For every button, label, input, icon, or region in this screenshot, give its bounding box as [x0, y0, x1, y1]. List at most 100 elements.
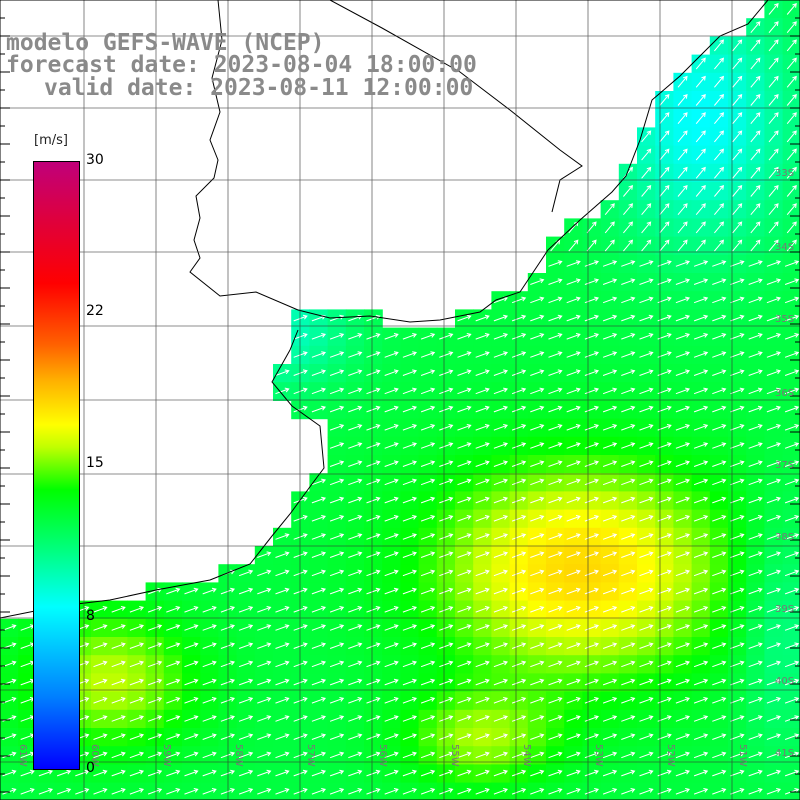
wind-arrow	[238, 751, 254, 759]
wind-arrow	[748, 369, 763, 376]
wind-arrow	[311, 606, 327, 613]
wind-arrow	[420, 333, 436, 340]
wind-arrow	[602, 369, 618, 376]
wind-arrow	[566, 533, 581, 540]
wind-arrow	[348, 642, 363, 649]
wind-arrow	[384, 788, 399, 795]
wind-arrow	[584, 515, 600, 522]
wind-arrow	[184, 788, 199, 795]
wind-arrow	[602, 260, 618, 267]
wind-arrow	[766, 660, 782, 668]
wind-arrow	[568, 239, 579, 252]
wind-arrow	[493, 660, 509, 668]
wind-arrow	[675, 624, 691, 631]
wind-arrow	[677, 239, 688, 252]
wind-arrow	[439, 551, 454, 558]
wind-arrow	[384, 387, 399, 395]
wind-arrow	[475, 478, 490, 486]
wind-arrow	[493, 788, 509, 795]
wind-arrow	[730, 424, 745, 431]
wind-arrow	[712, 278, 727, 285]
wind-arrow	[329, 678, 345, 686]
wind-arrow	[202, 606, 217, 613]
wind-arrow	[621, 260, 636, 267]
wind-arrow	[766, 387, 782, 395]
wind-arrow	[402, 569, 418, 577]
wind-arrow	[659, 239, 670, 252]
wind-arrow	[714, 112, 725, 125]
wind-arrow	[238, 660, 254, 668]
wind-arrow	[493, 333, 509, 340]
wind-arrow	[586, 221, 597, 234]
wind-arrow	[768, 221, 779, 234]
wind-arrow	[730, 606, 745, 613]
wind-arrow	[257, 769, 272, 777]
wind-arrow	[675, 387, 691, 395]
wind-arrow	[677, 184, 688, 197]
wind-arrow	[766, 442, 782, 449]
wind-arrow	[693, 642, 709, 649]
wind-arrow	[675, 442, 691, 449]
wind-arrow	[639, 569, 654, 577]
wind-arrow	[493, 314, 509, 322]
wind-arrow	[639, 278, 654, 285]
wind-arrow	[748, 715, 763, 722]
wind-arrow	[493, 460, 509, 467]
wind-arrow	[348, 496, 363, 504]
wind-arrow	[584, 751, 600, 759]
wind-arrow	[750, 221, 761, 234]
wind-arrow	[712, 296, 727, 304]
wind-arrow	[366, 460, 381, 467]
wind-arrow	[712, 314, 727, 322]
wind-arrow	[475, 424, 490, 431]
wind-arrow	[493, 442, 509, 449]
wind-arrow	[714, 57, 725, 70]
wind-arrow	[457, 405, 472, 413]
wind-arrow	[584, 351, 600, 358]
wind-arrow	[639, 606, 654, 613]
wind-arrow	[584, 551, 600, 558]
wind-arrow	[602, 678, 618, 686]
wind-arrow	[786, 184, 797, 197]
wind-arrow	[257, 551, 272, 558]
wind-arrow	[621, 478, 636, 486]
wind-arrow	[693, 351, 709, 358]
wind-arrow	[93, 642, 108, 649]
wind-arrow	[548, 624, 563, 631]
wind-arrow	[566, 788, 581, 795]
wind-arrow	[748, 660, 763, 668]
wind-arrow	[584, 424, 600, 431]
wind-arrow	[366, 533, 381, 540]
wind-arrow	[384, 751, 399, 759]
wind-arrow	[348, 478, 363, 486]
wind-arrow	[184, 624, 199, 631]
wind-arrow	[623, 239, 634, 252]
wind-arrow	[384, 533, 399, 540]
wind-arrow	[511, 460, 527, 467]
wind-arrow	[384, 733, 399, 740]
wind-arrow	[784, 496, 800, 504]
wind-arrow	[621, 569, 636, 577]
wind-arrow	[748, 678, 763, 686]
latitude-label: 35S	[775, 314, 794, 325]
wind-arrow	[439, 333, 454, 340]
wind-arrow	[420, 660, 436, 668]
wind-arrow	[56, 769, 72, 777]
wind-arrow	[493, 551, 509, 558]
wind-arrow	[748, 405, 763, 413]
wind-arrow	[511, 569, 527, 577]
wind-arrow	[766, 569, 782, 577]
wind-arrow	[457, 424, 472, 431]
wind-arrow	[712, 751, 727, 759]
wind-arrow	[257, 751, 272, 759]
wind-arrow	[784, 606, 800, 613]
wind-arrow	[329, 624, 345, 631]
wind-arrow	[732, 184, 743, 197]
wind-arrow	[566, 751, 581, 759]
wind-arrow	[748, 624, 763, 631]
wind-arrow	[750, 112, 761, 125]
wind-arrow	[639, 351, 654, 358]
wind-arrow	[566, 606, 581, 613]
wind-arrow	[420, 442, 436, 449]
wind-arrow	[329, 405, 345, 413]
